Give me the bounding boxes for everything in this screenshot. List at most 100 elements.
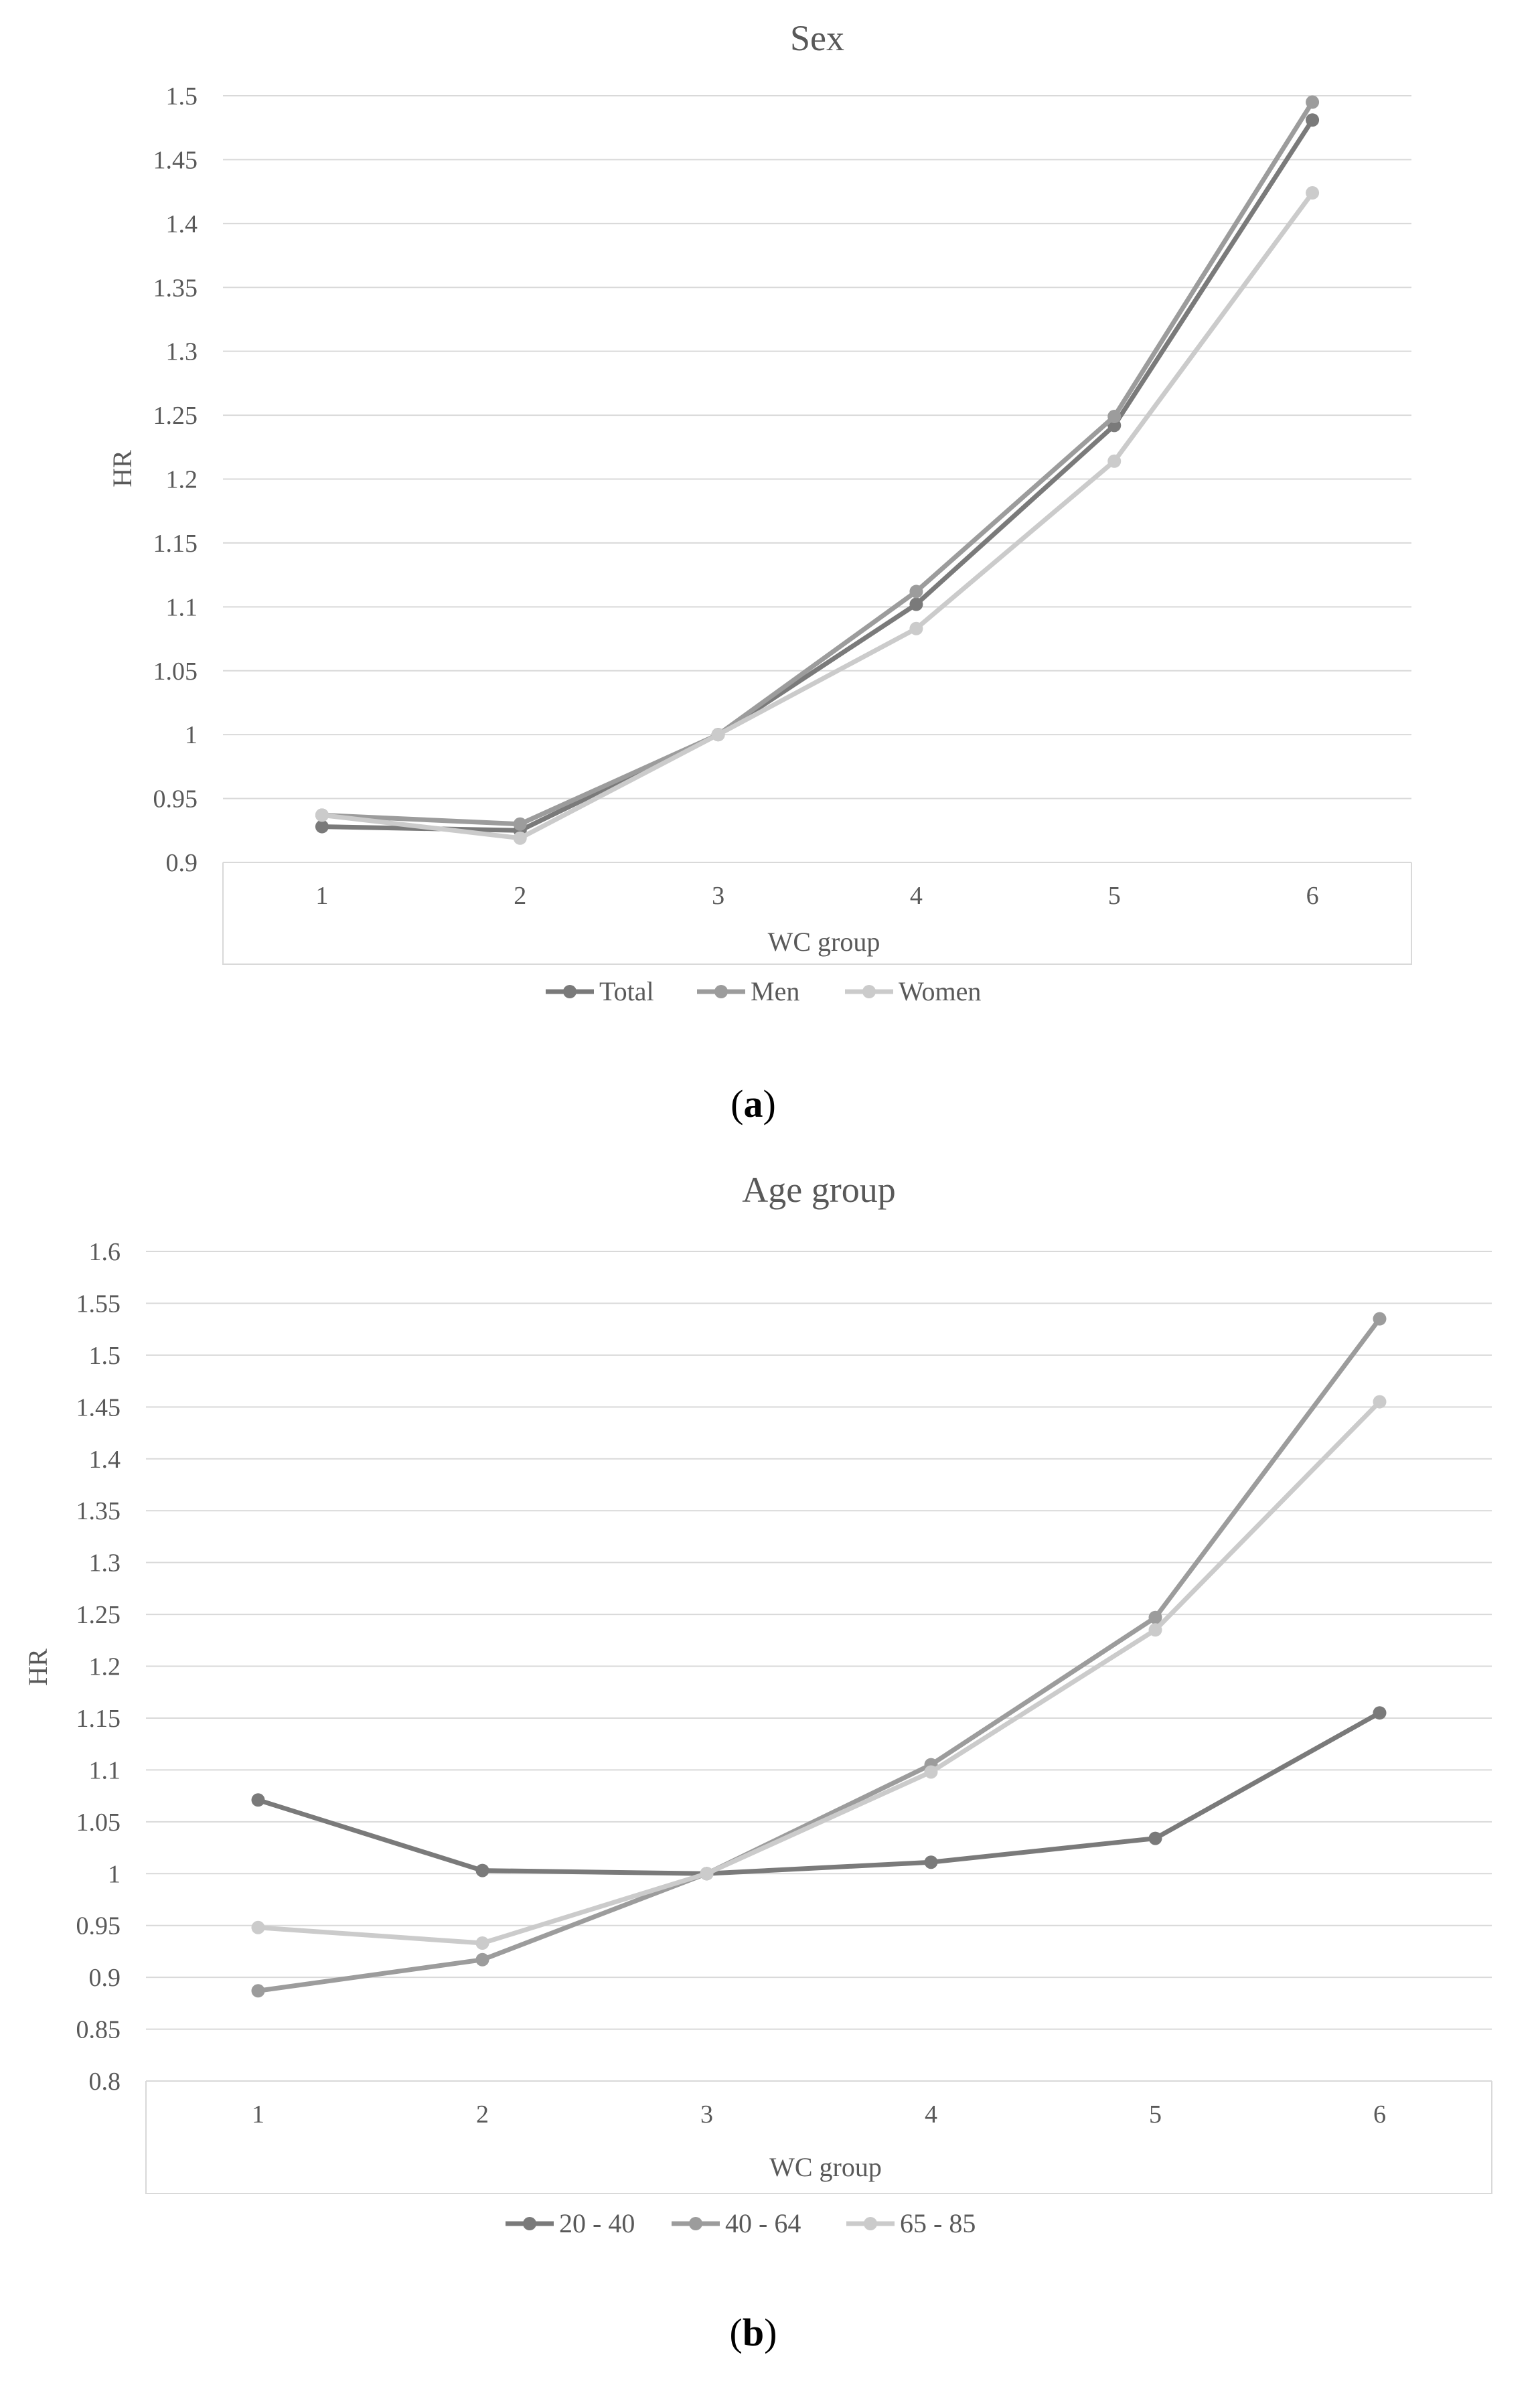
legend-item: Men [697,976,799,1006]
y-tick-label: 1.05 [76,1809,121,1837]
x-tick-label: 1 [252,2100,264,2129]
legend-label: 20 - 40 [559,2208,635,2238]
y-tick-label: 1.3 [89,1549,121,1578]
panel-caption: (b) [730,2311,777,2354]
data-point [513,817,527,831]
x-tick-label: 2 [514,882,526,910]
chart-title: Age group [742,1170,895,1210]
y-tick-label: 1 [185,721,198,749]
data-point [1306,95,1320,109]
x-tick-label: 4 [925,2100,937,2129]
legend-swatch-marker [714,985,728,998]
y-tick-label: 1.1 [166,593,198,621]
y-tick-label: 1.55 [76,1290,121,1318]
y-tick-label: 0.9 [166,849,198,877]
data-point [1107,454,1122,468]
y-tick-label: 0.95 [153,785,198,814]
y-axis-label: HR [107,450,137,487]
legend-swatch-marker [862,985,876,998]
legend-item: Women [845,976,981,1006]
legend: Total Men Women [546,976,981,1006]
y-tick-label: 1.45 [76,1393,121,1421]
x-tick-label: 5 [1108,882,1121,910]
chart-title: Sex [790,18,844,58]
x-axis-label: WC group [769,2152,882,2182]
series-line [319,117,1315,833]
x-tick-label: 1 [315,882,328,910]
series-2 [315,95,1320,831]
series-line [319,190,1315,841]
legend-swatch-marker [523,2217,536,2230]
data-point [1148,1610,1162,1624]
y-tick-label: 1.3 [166,338,198,366]
data-point [1373,1312,1387,1326]
data-point [251,1920,265,1934]
x-axis-frame [222,862,1412,965]
data-point [251,1984,265,1998]
legend-label: 40 - 64 [725,2208,801,2238]
panel-caption: (a) [730,1082,776,1126]
series-1 [251,1706,1387,1881]
data-point [924,1765,938,1779]
y-tick-label: 1.5 [89,1342,121,1370]
series-line [319,100,1315,827]
x-tick-label: 3 [700,2100,713,2129]
x-tick-label: 3 [712,882,724,910]
y-tick-label: 1.6 [89,1238,121,1266]
data-point [315,808,329,822]
legend-item: Total [546,976,654,1006]
legend-swatch-marker [689,2217,702,2230]
legend-item: 20 - 40 [506,2208,635,2238]
x-axis-label: WC group [768,927,880,957]
data-point [711,728,725,742]
y-tick-label: 1.5 [166,82,198,110]
y-tick-label: 0.8 [89,2068,121,2096]
y-tick-label: 1.4 [89,1446,121,1474]
y-tick-label: 1 [108,1860,121,1888]
data-point [1306,186,1320,200]
legend: 20 - 40 40 - 64 65 - 85 [506,2208,976,2238]
data-point [513,831,527,845]
y-tick-label: 1.15 [153,530,198,558]
data-point [909,585,923,599]
y-tick-label: 1.15 [76,1705,121,1733]
y-tick-label: 1.25 [153,402,198,430]
data-point [475,1936,489,1950]
y-tick-label: 0.95 [76,1912,121,1940]
x-axis-frame [145,2081,1492,2194]
data-point [475,1952,489,1967]
legend-swatch-marker [864,2217,877,2230]
data-point [909,597,923,611]
data-point [909,621,923,635]
legend-swatch-marker [563,985,576,998]
series-line [256,1399,1382,1946]
legend-label: Men [751,976,799,1006]
data-point [1148,1623,1162,1637]
x-tick-label: 2 [476,2100,489,2129]
data-point [700,1867,714,1881]
x-tick-label: 6 [1373,2100,1386,2129]
data-point [1107,409,1122,423]
data-point [1373,1706,1387,1720]
legend-item: 65 - 85 [846,2208,976,2238]
legend-item: 40 - 64 [672,2208,801,2238]
y-axis-label: HR [23,1648,53,1686]
series-3 [315,186,1320,845]
legend-label: Women [899,976,981,1006]
y-tick-label: 1.2 [89,1653,121,1681]
y-tick-label: 1.45 [153,146,198,174]
y-tick-label: 1.35 [153,274,198,302]
data-point [251,1793,265,1807]
y-tick-label: 1.1 [89,1756,121,1784]
series-line [256,1710,1382,1876]
x-tick-label: 5 [1149,2100,1162,2129]
y-tick-label: 1.4 [166,210,198,238]
series-line [256,1316,1382,1993]
x-tick-label: 4 [910,882,923,910]
data-point [924,1855,938,1869]
y-tick-label: 1.35 [76,1497,121,1525]
chart-panel-a: Sex 0.9 0.95 1 1.05 1.1 1.15 1.2 1.25 1.3 1.35 1.4 1… [107,18,1412,1126]
x-tick-label: 6 [1306,882,1319,910]
data-point [1373,1395,1387,1409]
